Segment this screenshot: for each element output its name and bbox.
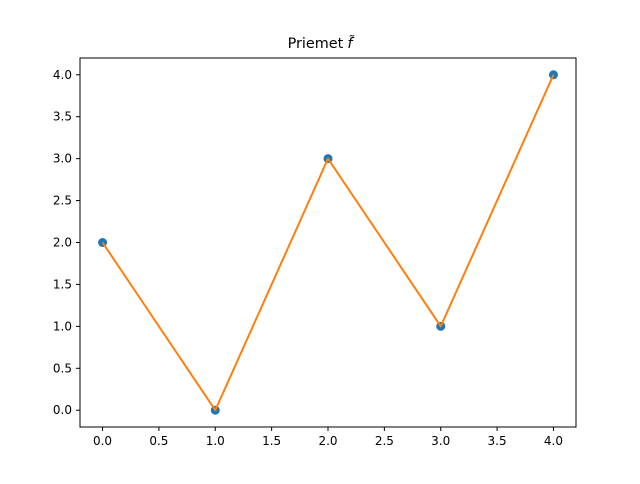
x-tick-label: 1.0 <box>206 434 225 448</box>
y-tick-label: 1.0 <box>53 319 72 333</box>
y-tick-label: 3.0 <box>53 152 72 166</box>
x-tick-label: 0.0 <box>93 434 112 448</box>
x-tick-label: 4.0 <box>544 434 563 448</box>
x-tick-label: 2.0 <box>318 434 337 448</box>
chart-title-text: Priemet <box>288 36 344 52</box>
y-tick-label: 2.0 <box>53 236 72 250</box>
chart-title: Priemet f̃ <box>288 35 356 52</box>
x-tick-label: 2.5 <box>375 434 394 448</box>
x-tick-label: 3.5 <box>488 434 507 448</box>
y-axis: 0.0 0.5 1.0 1.5 2.0 2.5 3.0 3.5 4.0 <box>53 68 80 417</box>
y-tick-label: 2.5 <box>53 194 72 208</box>
series-line <box>101 74 555 412</box>
plot-area-frame <box>79 57 577 428</box>
y-tick-label: 3.5 <box>53 110 72 124</box>
x-tick-label: 1.5 <box>262 434 281 448</box>
x-tick-label: 3.0 <box>431 434 450 448</box>
chart-title-symbol: f̃ <box>347 35 355 52</box>
y-tick-label: 0.0 <box>53 403 72 417</box>
series-layer <box>98 70 558 415</box>
x-tick-label: 0.5 <box>149 434 168 448</box>
y-tick-label: 0.5 <box>53 361 72 375</box>
x-axis: 0.0 0.5 1.0 1.5 2.0 2.5 3.0 3.5 4.0 <box>93 427 563 448</box>
y-tick-label: 1.5 <box>53 277 72 291</box>
y-tick-label: 4.0 <box>53 68 72 82</box>
